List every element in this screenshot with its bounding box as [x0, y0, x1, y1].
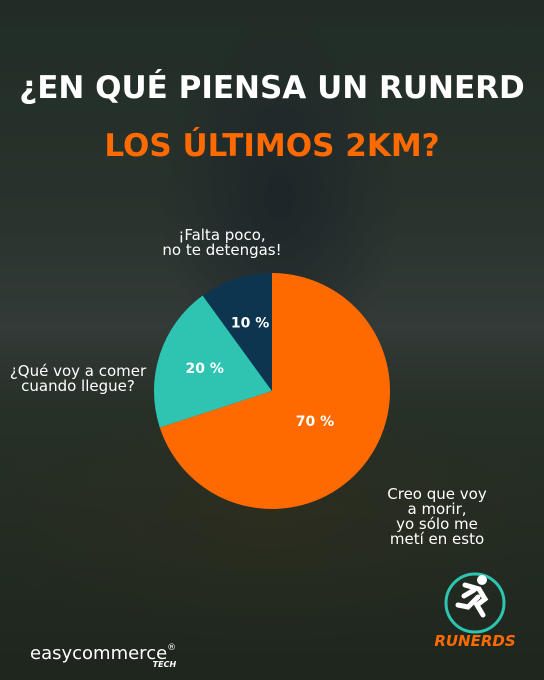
category-label: ¡Falta poco, no te detengas! [162, 226, 282, 259]
category-label: ¿Qué voy a comer cuando llegue? [9, 362, 147, 395]
title: ¿EN QUÉ PIENSA UN RUNERD [19, 70, 525, 106]
pie-slice [202, 273, 272, 391]
logo-name: RUNERDS [434, 632, 516, 650]
value-label: 20 % [185, 361, 223, 377]
subtitle: LOS ÚLTIMOS 2KM? [104, 128, 440, 164]
category-label: Creo que voy a morir, yo sólo me metí en… [387, 485, 487, 548]
brand: easycommerce® TECH [30, 622, 176, 680]
pie-slice [159, 273, 390, 509]
brand-name: easycommerce [30, 643, 168, 664]
runerds-icon [444, 572, 506, 634]
value-label: 70 % [296, 414, 334, 430]
brand-mark: ® [167, 643, 177, 653]
brand-tag: TECH [152, 660, 177, 669]
value-label: 10 % [231, 316, 269, 332]
pie-slice [153, 295, 272, 428]
